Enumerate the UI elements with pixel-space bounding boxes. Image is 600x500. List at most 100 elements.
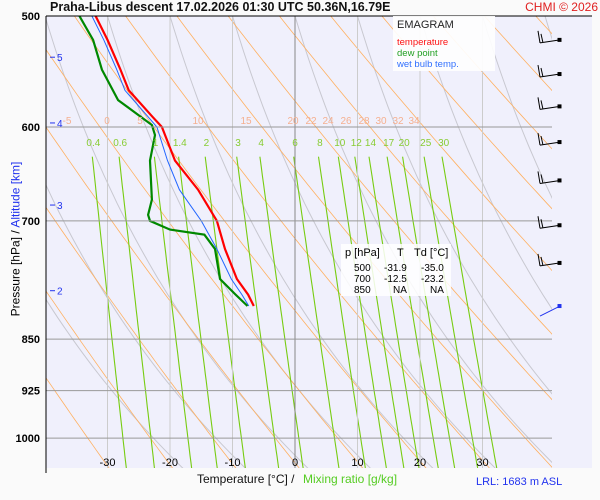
legend-title: EMAGRAM [397, 19, 454, 31]
mixing-ratio-label: 6 [292, 138, 298, 149]
moist-adiabat [46, 17, 309, 468]
legend-dewpoint: dew point [397, 48, 438, 59]
adiabat-label: 26 [340, 116, 352, 127]
mixing-ratio-label: 17 [383, 138, 395, 149]
pressure-tick-label: 700 [22, 216, 40, 228]
copyright: CHMI © 2026 [525, 0, 598, 14]
legend-temperature: temperature [397, 37, 449, 48]
profile-dew-point [78, 16, 249, 307]
legend: EMAGRAM temperature dew point wet bulb t… [393, 16, 495, 71]
pressure-tick-label: 500 [22, 11, 40, 23]
mixing-ratio-line [402, 156, 456, 468]
dry-adiabat [381, 16, 552, 210]
mixing-ratio-label: 30 [438, 138, 450, 149]
adiabat-label: 28 [358, 116, 370, 127]
wind-barb-icon [537, 30, 562, 44]
wind-barb-staff [537, 64, 561, 78]
wind-barb-staff [537, 253, 561, 267]
lrl-label: LRL: 1683 m ASL [476, 476, 563, 488]
table-cell: 700 [354, 274, 371, 285]
mixing-ratio-label: 2 [204, 138, 210, 149]
mixing-ratio-line [236, 156, 280, 468]
x-axis-label-mixing: Mixing ratio [g/kg] [303, 472, 398, 486]
table-header-p: p [hPa] [345, 247, 380, 259]
adiabat-label: -5 [63, 116, 72, 127]
mixing-ratio-line [118, 156, 155, 468]
mixing-ratio-label: 25 [420, 138, 432, 149]
table-cell: 500 [354, 263, 371, 274]
adiabat-label: 15 [240, 116, 252, 127]
wind-barb-staff [537, 216, 561, 229]
table-cell: -23.2 [421, 274, 444, 285]
dry-adiabat [46, 126, 300, 468]
adiabat-label: 20 [287, 116, 299, 127]
temperature-tick-label: 0 [292, 457, 298, 469]
plot-area [46, 16, 552, 468]
mixing-ratio-line [153, 156, 193, 468]
wind-barb-staff [539, 305, 561, 317]
mixing-ratio-label: 12 [351, 138, 363, 149]
table-cell: NA [393, 285, 407, 296]
wind-barb-icon [539, 304, 562, 317]
table-cell: 850 [354, 285, 371, 296]
pressure-tick-label: 925 [22, 386, 40, 398]
wind-station-dot [557, 223, 562, 228]
values-table: p [hPa] T Td [°C] 500 -31.9 -35.0 700 -1… [341, 244, 451, 296]
legend-wetbulb: wet bulb temp. [397, 59, 459, 70]
table-cell: NA [430, 285, 444, 296]
mixing-ratio-label: 8 [317, 138, 323, 149]
mixing-ratio-line [178, 156, 218, 468]
table-header-t: T [397, 247, 404, 259]
adiabat-label: 0 [104, 116, 110, 127]
adiabat-label: 24 [322, 116, 334, 127]
adiabat-label: 5 [137, 116, 143, 127]
table-cell: -12.5 [384, 274, 407, 285]
mixing-ratio-line [368, 156, 420, 468]
adiabat-label: 32 [392, 116, 404, 127]
mixing-ratio-line [293, 156, 340, 468]
wind-barb-staff [537, 171, 561, 184]
moist-adiabat [357, 16, 552, 395]
mixing-ratio-line [317, 156, 366, 468]
altitude-tick-label: 4 [57, 119, 63, 130]
moist-adiabat [419, 16, 552, 310]
mixing-ratio-label: 14 [365, 138, 377, 149]
x-axis-label: Temperature [°C] / [197, 472, 295, 486]
table-cell: -31.9 [384, 263, 407, 274]
wind-barb-icon [537, 97, 562, 110]
mixing-ratio-label: 1 [153, 138, 159, 149]
mixing-ratio-line [337, 156, 387, 468]
wind-barb-icon [537, 253, 562, 267]
moist-adiabat [46, 298, 184, 468]
chart-title: Praha-Libus descent 17.02.2026 01:30 UTC… [50, 0, 391, 14]
adiabat-label: 22 [305, 116, 317, 127]
temperature-tick-label: -10 [225, 457, 241, 469]
temperature-tick-label: -20 [162, 457, 178, 469]
plot-background [46, 16, 592, 468]
dry-adiabat [125, 16, 490, 468]
wind-station-dot [557, 140, 562, 145]
mixing-ratio-label: 0.4 [86, 138, 100, 149]
altitude-tick-label: 3 [57, 201, 63, 212]
dry-adiabat [330, 16, 552, 272]
pressure-tick-label: 600 [22, 122, 40, 134]
mixing-ratio-label: 0.6 [113, 138, 127, 149]
temperature-tick-label: -30 [100, 457, 116, 469]
wind-barb-staff [537, 132, 561, 146]
mixing-ratio-line [204, 156, 246, 468]
pressure-tick-label: 850 [22, 334, 40, 346]
mixing-ratio-line [354, 156, 405, 468]
wind-station-dot [557, 37, 562, 42]
mixing-ratio-label: 20 [399, 138, 411, 149]
altitude-tick-label: 5 [57, 53, 63, 64]
mixing-ratio-label: 4 [258, 138, 264, 149]
table-cell: -35.0 [421, 263, 444, 274]
adiabat-label: 10 [192, 116, 204, 127]
pressure-tick-label: 1000 [16, 433, 40, 445]
wind-station-dot [557, 304, 562, 309]
mixing-ratio-line [441, 156, 498, 468]
mixing-ratio-line [423, 156, 479, 468]
wind-station-dot [557, 178, 562, 183]
